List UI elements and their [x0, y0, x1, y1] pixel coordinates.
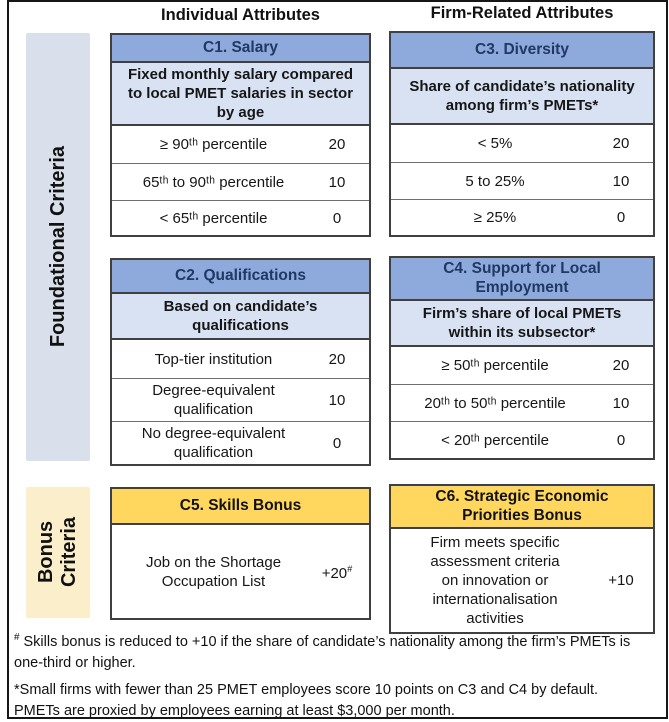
- table-c3-diversity: C3. Diversity Share of candidate’s natio…: [389, 31, 655, 237]
- footnote-marker: *: [14, 682, 20, 698]
- table-c1-title: C1. Salary: [112, 35, 369, 63]
- table-c3-row-1: < 5% 20: [391, 125, 653, 162]
- row-label: 5 to 25%: [465, 172, 525, 190]
- column-title-firm-related-attributes: Firm-Related Attributes: [430, 4, 614, 22]
- footnote-marker: #: [14, 632, 20, 643]
- table-c2-qualifications: C2. Qualifications Based on candidate’s …: [110, 258, 371, 466]
- row-points: 20: [328, 350, 346, 368]
- row-points: 10: [328, 391, 346, 409]
- row-label: Job on the Shortage Occupation List: [145, 553, 282, 590]
- sidebar-foundational-criteria: Foundational Criteria: [26, 33, 90, 461]
- table-c5-title: C5. Skills Bonus: [112, 489, 369, 525]
- table-c1-row-3: < 65ᵗʰ percentile 0: [112, 200, 369, 235]
- row-points: 10: [612, 172, 630, 190]
- row-points: 0: [332, 434, 342, 452]
- row-points: 20: [328, 136, 346, 153]
- table-c5-skills-bonus: C5. Skills Bonus Job on the Shortage Occ…: [110, 487, 371, 620]
- row-points: 0: [332, 209, 342, 227]
- table-c3-title: C3. Diversity: [391, 33, 653, 69]
- table-c4-row-3: < 20ᵗʰ percentile 0: [391, 421, 653, 458]
- table-c3-row-2: 5 to 25% 10: [391, 162, 653, 199]
- table-c2-title: C2. Qualifications: [112, 260, 369, 294]
- points-value: +20: [321, 565, 348, 582]
- row-label: Degree-equivalent qualification: [152, 382, 275, 418]
- sidebar-foundational-criteria-label: Foundational Criteria: [46, 146, 69, 348]
- table-c6-strategic-economic-priorities-bonus: C6. Strategic Economic Priorities Bonus …: [389, 484, 655, 635]
- sidebar-bonus-criteria-label: Bonus Criteria: [35, 517, 80, 588]
- table-c2-row-2: Degree-equivalent qualification 10: [112, 378, 369, 421]
- row-label: Firm meets specific assessment criteria …: [430, 534, 560, 628]
- points-footnote-marker: #: [347, 564, 353, 574]
- row-points: 10: [612, 394, 630, 412]
- table-c6-title: C6. Strategic Economic Priorities Bonus: [391, 486, 653, 530]
- table-c5-body: Job on the Shortage Occupation List +20#: [112, 525, 369, 618]
- footnote-text: Skills bonus is reduced to +10 if the sh…: [14, 633, 631, 671]
- row-points: 0: [616, 431, 626, 449]
- table-c1-salary: C1. Salary Fixed monthly salary compared…: [110, 33, 371, 237]
- footnote-skills-bonus: # Skills bonus is reduced to +10 if the s…: [14, 631, 656, 674]
- table-c3-description: Share of candidate’s nationality among f…: [391, 69, 653, 125]
- table-c2-row-1: Top-tier institution 20: [112, 340, 369, 378]
- row-label: < 65ᵗʰ percentile: [159, 209, 268, 227]
- row-points: +10: [608, 572, 634, 590]
- row-label: ≥ 90ᵗʰ percentile: [159, 136, 268, 153]
- sidebar-bonus-criteria: Bonus Criteria: [26, 487, 90, 618]
- row-points: 10: [328, 173, 346, 191]
- table-c2-description: Based on candidate’s qualifications: [112, 294, 369, 340]
- row-points: 20: [612, 357, 630, 375]
- table-c1-description: Fixed monthly salary compared to local P…: [112, 63, 369, 126]
- row-points: 20: [612, 135, 630, 152]
- row-label: < 20ᵗʰ percentile: [441, 431, 549, 449]
- table-c1-row-2: 65ᵗʰ to 90ᵗʰ percentile 10: [112, 163, 369, 200]
- table-c4-description: Firm’s share of local PMETs within its s…: [391, 301, 653, 348]
- table-c6-body: Firm meets specific assessment criteria …: [391, 529, 653, 632]
- footnote-text: Small firms with fewer than 25 PMET empl…: [14, 682, 599, 720]
- table-c4-row-2: 20ᵗʰ to 50ᵗʰ percentile 10: [391, 384, 653, 421]
- table-c1-row-1: ≥ 90ᵗʰ percentile 20: [112, 126, 369, 163]
- row-points: +20#: [311, 560, 363, 583]
- row-label: ≥ 50ᵗʰ percentile: [441, 357, 549, 375]
- row-label: < 5%: [477, 135, 513, 152]
- column-title-individual-attributes: Individual Attributes: [161, 6, 320, 24]
- row-label: No degree-equivalent qualification: [141, 425, 286, 461]
- row-label: 65ᵗʰ to 90ᵗʰ percentile: [142, 173, 285, 191]
- row-points: 0: [616, 209, 626, 226]
- row-label: 20ᵗʰ to 50ᵗʰ percentile: [424, 394, 566, 412]
- row-label: ≥ 25%: [473, 209, 517, 226]
- table-c3-row-3: ≥ 25% 0: [391, 199, 653, 235]
- row-label: Top-tier institution: [154, 350, 273, 368]
- footnote-small-firms: *Small firms with fewer than 25 PMET emp…: [14, 680, 656, 722]
- table-c4-title: C4. Support for Local Employment: [391, 258, 653, 302]
- table-c4-support-local-employment: C4. Support for Local Employment Firm’s …: [389, 256, 655, 461]
- table-c2-row-3: No degree-equivalent qualification 0: [112, 421, 369, 464]
- table-c4-row-1: ≥ 50ᵗʰ percentile 20: [391, 347, 653, 384]
